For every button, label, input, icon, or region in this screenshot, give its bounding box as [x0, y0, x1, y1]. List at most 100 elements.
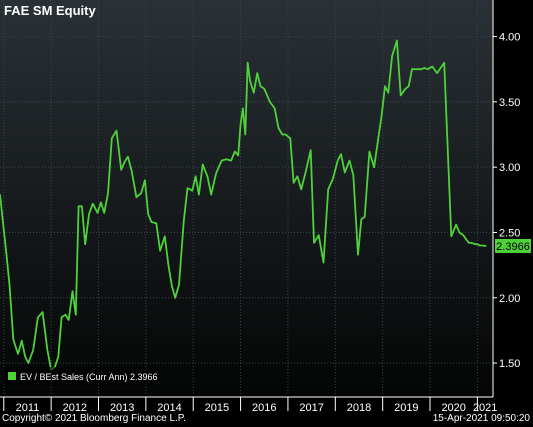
- plot-area: [0, 0, 493, 397]
- y-tick-label: 2.00: [499, 293, 520, 305]
- data-point: [274, 107, 276, 109]
- data-point: [24, 355, 26, 358]
- data-point: [120, 169, 122, 171]
- data-point: [61, 316, 63, 318]
- data-point: [215, 173, 217, 175]
- data-point: [37, 316, 39, 318]
- data-point: [221, 160, 223, 162]
- x-tick-label: 2019: [394, 402, 418, 414]
- x-tick-label: 2016: [252, 402, 276, 414]
- data-point: [103, 212, 105, 214]
- data-point: [289, 137, 291, 139]
- data-point: [269, 101, 271, 103]
- data-point: [318, 234, 320, 236]
- data-point: [12, 338, 14, 341]
- x-tick-label: 2020: [441, 402, 465, 414]
- data-point: [240, 123, 242, 125]
- y-tick-label: 3.00: [499, 162, 520, 174]
- x-tick-label: 2011: [16, 402, 40, 414]
- legend: EV / BEst Sales (Curr Ann) 2.3966: [3, 367, 158, 385]
- data-point: [381, 114, 383, 116]
- data-point: [21, 340, 23, 342]
- data-point: [285, 133, 287, 136]
- data-point: [234, 150, 236, 153]
- data-point: [198, 194, 200, 196]
- data-point: [183, 220, 185, 222]
- data-point: [327, 188, 329, 190]
- data-point: [195, 175, 197, 177]
- data-point: [124, 161, 126, 163]
- data-point: [352, 174, 354, 176]
- data-point: [387, 92, 389, 94]
- data-point: [259, 85, 262, 87]
- data-point: [115, 130, 118, 132]
- data-point: [277, 127, 280, 129]
- data-point: [64, 314, 66, 316]
- data-point: [131, 170, 133, 172]
- timestamp-text: 15-Apr-2021 09:50:20: [432, 413, 530, 424]
- data-point: [420, 68, 423, 70]
- data-point: [423, 67, 425, 69]
- data-point: [68, 319, 70, 321]
- data-point: [5, 251, 7, 253]
- data-point: [364, 216, 366, 218]
- data-point: [373, 166, 375, 168]
- data-point: [171, 285, 173, 287]
- data-point: [468, 242, 470, 244]
- data-point: [322, 261, 325, 264]
- x-tick-label: 2021: [473, 402, 497, 414]
- data-point: [0, 194, 1, 196]
- data-point: [332, 178, 334, 180]
- data-point: [202, 163, 204, 166]
- data-point: [78, 205, 80, 207]
- data-point: [368, 150, 370, 153]
- data-point: [340, 153, 342, 155]
- data-point: [337, 160, 339, 162]
- data-point: [391, 55, 393, 57]
- data-point: [32, 349, 34, 351]
- data-point: [81, 205, 83, 207]
- data-point: [476, 243, 478, 245]
- data-point: [75, 314, 77, 316]
- data-point: [436, 72, 438, 74]
- data-point: [46, 349, 49, 351]
- data-point: [360, 218, 362, 220]
- data-point: [140, 192, 142, 194]
- data-point: [305, 170, 307, 172]
- legend-label: EV / BEst Sales (Curr Ann) 2.3966: [20, 372, 158, 382]
- data-point: [191, 190, 193, 192]
- data-point: [164, 235, 166, 237]
- data-point: [443, 62, 445, 64]
- data-point: [310, 149, 312, 151]
- data-point: [247, 62, 249, 64]
- data-point: [27, 362, 29, 364]
- data-point: [458, 231, 460, 234]
- data-point: [100, 201, 102, 203]
- data-point: [84, 243, 86, 245]
- data-point: [384, 85, 386, 87]
- y-tick-label: 1.50: [499, 358, 520, 370]
- y-tick-label: 3.50: [499, 97, 520, 109]
- axes: 1.50 2.00 2.50 3.00 3.50 4.00 2011 2012 2013 2014…: [0, 0, 531, 414]
- data-point: [377, 140, 379, 142]
- data-point: [344, 171, 346, 173]
- x-tick-label: 2013: [110, 402, 134, 414]
- data-point: [462, 234, 464, 236]
- data-point: [147, 213, 149, 215]
- x-tick-label: 2014: [157, 402, 181, 414]
- data-point: [135, 196, 137, 198]
- x-tick-label: 2018: [347, 402, 371, 414]
- data-point: [400, 94, 402, 96]
- data-point: [396, 39, 398, 42]
- data-point: [416, 68, 418, 70]
- data-point: [455, 224, 457, 226]
- data-point: [431, 66, 433, 68]
- data-point: [174, 297, 176, 299]
- data-point: [263, 88, 265, 90]
- data-point: [404, 88, 406, 90]
- data-point: [97, 212, 99, 214]
- data-point: [293, 182, 295, 184]
- data-point: [206, 175, 208, 177]
- data-point: [479, 244, 481, 247]
- data-point: [450, 235, 452, 237]
